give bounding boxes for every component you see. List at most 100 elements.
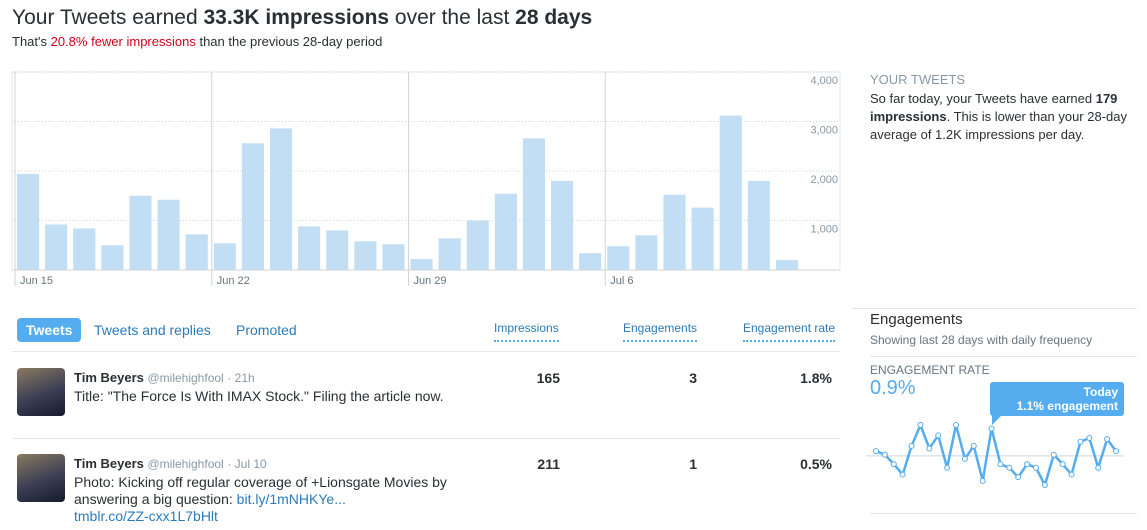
y-tick-label: 1,000 [810, 224, 838, 236]
point [1095, 464, 1102, 471]
summary-text: So far today, your Tweets have earned 17… [870, 90, 1135, 144]
point [926, 445, 933, 452]
author-handle[interactable]: @milehighfool [147, 457, 224, 471]
engagements-subtitle: Showing last 28 days with daily frequenc… [870, 333, 1093, 347]
tweet-time: · Jul 10 [227, 457, 267, 471]
point [1104, 436, 1111, 443]
point [1059, 461, 1066, 468]
tooltip-text: 1.1% engagement rate [1016, 399, 1118, 427]
point [1113, 448, 1119, 455]
headline-impressions: 33.3K impressions [203, 6, 390, 29]
column-header[interactable]: Engagement rate [743, 321, 836, 342]
point [899, 471, 906, 478]
tweet-body: Photo: Kicking off regular coverage of +… [74, 474, 447, 507]
bar [326, 230, 349, 270]
point [1086, 435, 1093, 442]
bar [410, 259, 433, 270]
bar [747, 180, 770, 270]
author-name[interactable]: Tim Beyers [74, 456, 144, 471]
impressions: 165 [536, 370, 560, 386]
tooltip-pointer [992, 416, 1001, 425]
subtitle-part: than the previous 28-day period [195, 34, 383, 49]
point [988, 425, 995, 432]
metric-value: 0.9% [870, 377, 916, 399]
point [961, 455, 968, 462]
bar [691, 207, 714, 270]
point [890, 461, 897, 468]
bar [438, 238, 461, 270]
summary-impressions: 179 impressions [870, 91, 1118, 124]
impressions-chart: 1,000 2,000 3,000 4,000 Jun 15 Jun 22 Jun 29 Ju… [11, 71, 841, 287]
bar [382, 244, 405, 270]
bar [45, 224, 68, 270]
bar [269, 128, 293, 270]
tweet-text: Title: "The Force Is With IMAX Stock." F… [74, 388, 444, 404]
tooltip: Today 1.1% engagement rate [990, 382, 1124, 427]
headline-part: Your Tweets earned [12, 6, 204, 29]
bar [241, 143, 264, 270]
tooltip-title: Today [1083, 385, 1118, 399]
author-handle[interactable]: @milehighfool [147, 371, 224, 385]
divider [12, 351, 840, 352]
y-tick-label: 3,000 [810, 125, 838, 137]
subtitle-change: 20.8% fewer impressions [50, 34, 196, 49]
engagement-rate: 1.8% [800, 370, 832, 386]
bar [522, 138, 546, 270]
tab[interactable]: Tweets [17, 318, 82, 342]
bar [607, 246, 630, 270]
divider [12, 438, 840, 439]
tweet-author: Tim Beyers @milehighfool · 21h [74, 370, 255, 385]
column-header[interactable]: Impressions [494, 321, 559, 342]
tweet-time: · 21h [227, 371, 255, 385]
point [1041, 482, 1048, 488]
headline: Your Tweets earned 33.3K impressions ove… [12, 6, 592, 30]
point [997, 461, 1004, 468]
x-tick-label: Jul 6 [610, 275, 633, 287]
point [873, 448, 879, 455]
headline-part: over the last [389, 6, 516, 29]
bar [157, 199, 180, 270]
bar [775, 260, 798, 270]
column-header[interactable]: Engagements [623, 321, 698, 342]
divider [870, 356, 1137, 357]
tab[interactable]: Tweets and replies [94, 322, 211, 338]
summary-part: So far today, your Tweets have earned [870, 91, 1096, 106]
line [875, 421, 1118, 489]
avatar[interactable] [17, 454, 65, 502]
point [1033, 464, 1039, 471]
author-name[interactable]: Tim Beyers [74, 370, 144, 385]
bar [101, 245, 124, 270]
bar [185, 234, 208, 270]
impressions: 211 [537, 456, 560, 472]
y-tick-label: 4,000 [810, 75, 838, 87]
subtitle-part: That's [12, 34, 51, 49]
point [970, 442, 977, 449]
avatar[interactable] [17, 368, 65, 416]
engagement-rate: 0.5% [800, 456, 832, 472]
engagements-title: Engagements [870, 311, 963, 328]
point [979, 477, 986, 484]
tweet-link[interactable]: tmblr.co/ZZ-cxx1L7bHlt [74, 508, 218, 524]
point [1024, 461, 1031, 468]
bar [663, 194, 686, 270]
point [1050, 451, 1057, 458]
engagements: 3 [689, 370, 697, 386]
bar [129, 195, 152, 270]
metric-label: ENGAGEMENT RATE [870, 363, 990, 377]
point [908, 442, 915, 449]
bar [551, 180, 574, 270]
tab[interactable]: Promoted [236, 322, 297, 338]
engagement-rate-chart [866, 421, 1124, 489]
tweet-author: Tim Beyers @milehighfool · Jul 10 [74, 456, 267, 471]
point [881, 451, 888, 458]
point [935, 432, 942, 439]
divider [870, 513, 1137, 514]
bar [719, 115, 742, 270]
bar [73, 228, 96, 270]
point [1015, 474, 1022, 481]
tweet-link[interactable]: bit.ly/1mNHKYe... [236, 491, 346, 507]
summary-part: . This is lower than your 28-day average… [870, 109, 1127, 142]
point [953, 422, 959, 428]
point [1068, 471, 1075, 478]
